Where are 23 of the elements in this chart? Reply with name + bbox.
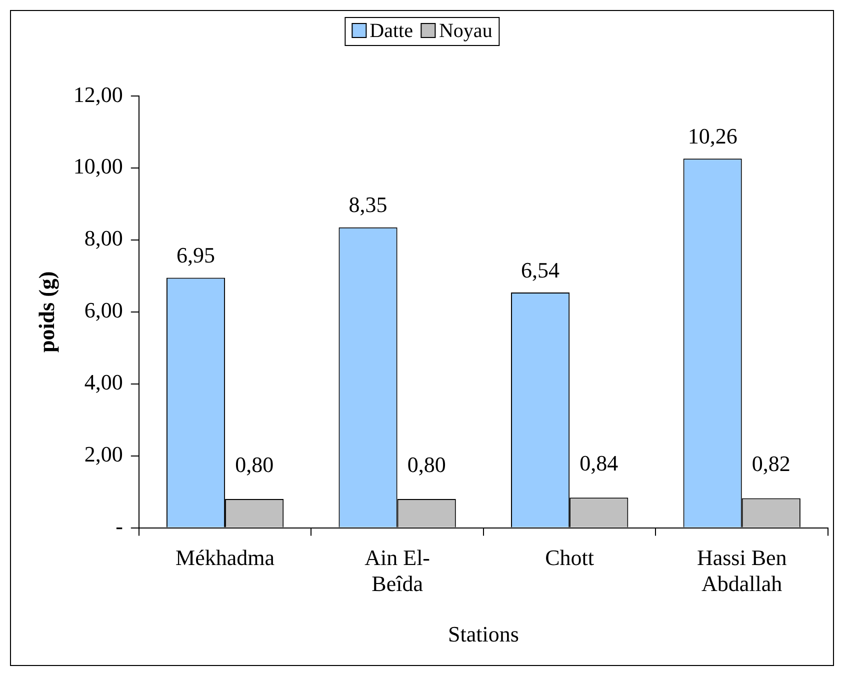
y-tick-label: 6,00 [84, 298, 123, 323]
y-axis-title: poids (g) [34, 271, 59, 353]
data-label: 10,26 [688, 123, 738, 148]
y-tick-label: 4,00 [84, 370, 123, 395]
data-label: 6,95 [176, 242, 215, 268]
x-axis-title: Stations [448, 622, 519, 647]
data-label: 0,84 [580, 450, 618, 476]
y-tick-label: 12,00 [73, 82, 123, 107]
x-tick-label: Hassi Ben Abdallah [696, 544, 787, 596]
y-tick-label: 2,00 [84, 442, 123, 467]
y-tick-label: 10,00 [73, 154, 123, 179]
x-tick-label: Mékhadma [176, 544, 275, 570]
data-label: 0,80 [407, 452, 446, 477]
data-label: 0,82 [752, 451, 790, 476]
x-tick-label: Ain El-Beîda [364, 544, 430, 596]
data-label: 0,80 [235, 452, 274, 477]
legend-label: Noyau [438, 20, 492, 43]
x-tick-label: Chott [545, 544, 594, 570]
y-tick-label: - [116, 514, 123, 539]
legend-label: Datte [368, 20, 413, 43]
data-label: 6,54 [521, 257, 560, 282]
data-label: 8,35 [348, 192, 388, 218]
y-tick-label: 8,00 [84, 226, 123, 251]
